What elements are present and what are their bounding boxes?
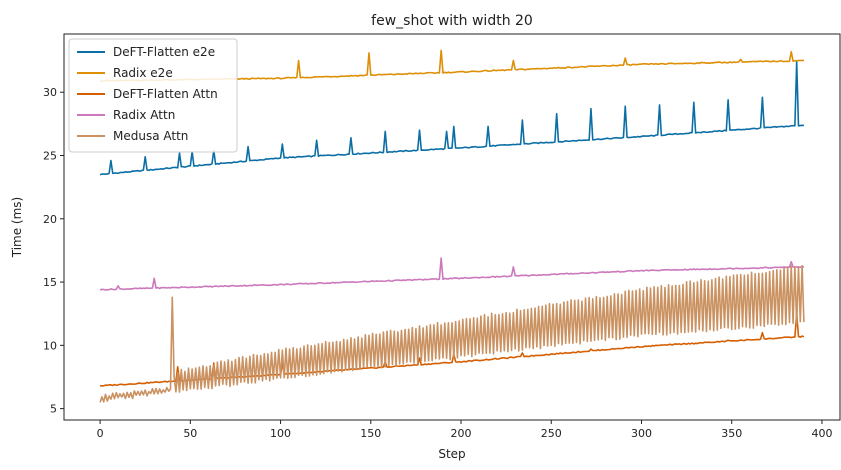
y-tick-label: 30 [43,86,57,99]
x-tick-label: 150 [360,427,381,440]
x-tick-label: 250 [541,427,562,440]
x-axis: 0 50 100 150 200 250 300 350 400 [97,420,832,440]
plot-frame [63,33,841,421]
legend-label: DeFT-Flatten e2e [113,45,215,59]
legend-label: DeFT-Flatten Attn [113,87,218,101]
y-tick-label: 15 [43,276,57,289]
x-tick-label: 350 [721,427,742,440]
y-tick-label: 25 [43,149,57,162]
y-tick-label: 5 [50,403,57,416]
chart-title: few_shot with width 20 [371,13,533,29]
legend-label: Radix Attn [113,108,175,122]
legend-label: Medusa Attn [113,129,188,143]
x-tick-label: 0 [97,427,104,440]
y-tick-label: 10 [43,339,57,352]
legend: DeFT-Flatten e2e Radix e2e DeFT-Flatten At… [68,38,238,153]
x-tick-label: 400 [811,427,832,440]
legend-label: Radix e2e [113,66,173,80]
y-tick-label: 20 [43,213,57,226]
legend-box [68,38,238,153]
x-tick-label: 50 [183,427,197,440]
series-line-medusa-attn [99,264,805,403]
y-axis-label: Time (ms) [10,197,24,259]
x-tick-label: 300 [631,427,652,440]
series-line-radix-attn [99,257,805,291]
series-line-deft-flatten-e2e [99,61,804,176]
x-axis-label: Step [438,447,465,461]
x-tick-label: 200 [451,427,472,440]
y-axis: 5 10 15 20 25 30 [43,86,64,416]
series-line-deft-flatten-attn [99,312,805,387]
x-tick-label: 100 [270,427,291,440]
